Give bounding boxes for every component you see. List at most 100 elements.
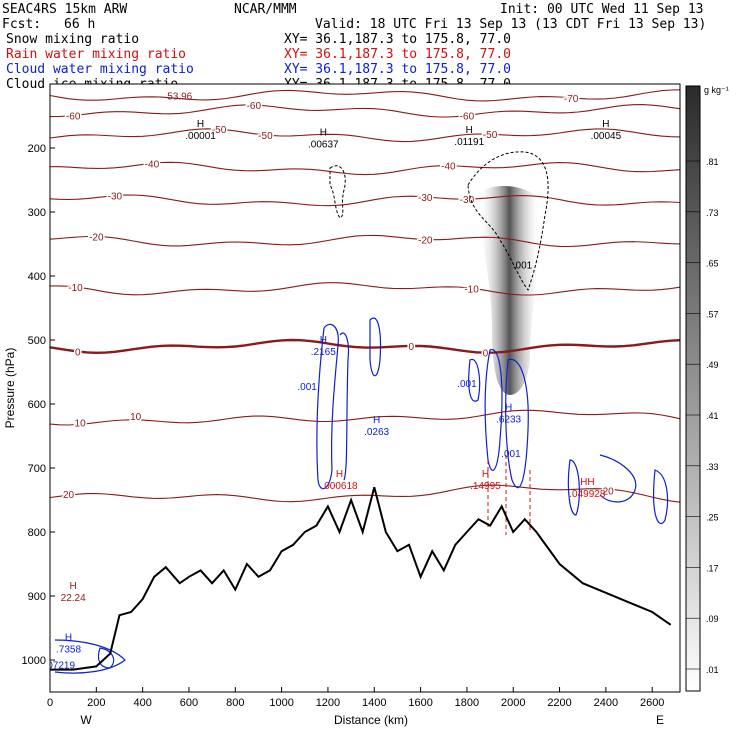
temperature-contour-label: -10 [68, 283, 83, 294]
y-tick-label: 200 [28, 143, 46, 155]
temperature-contour-label: 20 [63, 490, 75, 501]
org-label: NCAR/MMM [234, 2, 297, 17]
field-legend: Snow mixing ratio XY= 36.1,187.3 to 175.8… [6, 32, 511, 92]
rain-water-contours [487, 455, 531, 535]
temperature-contour-label: -30 [460, 195, 475, 206]
temperature-contour-line [50, 161, 680, 176]
colorbar-level: .57 [706, 309, 719, 319]
field-max-marker: H [373, 415, 380, 426]
temperature-contour-label: -40 [441, 162, 456, 173]
field-max-marker: H [482, 469, 489, 480]
y-tick-label: 400 [28, 271, 46, 283]
x-axis-label: Distance (km) [334, 713, 408, 727]
temperature-contours: -70 -60 -60 -60 -50 -50 -50 -40 -40 -30 -30 -30 -20 -… [50, 89, 680, 503]
field-max-marker: H [65, 632, 72, 643]
colorbar-level: .73 [706, 208, 719, 218]
legend-field-xy: XY= 36.1,187.3 to 175.8, 77.0 [284, 47, 511, 62]
x-tick-label: 2600 [640, 697, 664, 709]
colorbar-level: .41 [706, 411, 719, 421]
field-value-label: .00001 [185, 131, 216, 142]
field-value-label: .001 [501, 449, 521, 460]
field-max-marker: H [602, 119, 609, 130]
field-value-label: .14995 [470, 481, 501, 492]
field-value-label: .00637 [308, 139, 339, 150]
x-axis-ticks: 0 200 400 600 800 1000 1200 1400 1600 1800 2000 220… [47, 687, 664, 709]
colorbar-level: .25 [706, 513, 719, 523]
temperature-contour-label: 20 [603, 486, 615, 497]
x-tick-label: 1400 [362, 697, 386, 709]
field-value-label: .049928 [569, 489, 606, 500]
colorbar-level: .17 [706, 563, 719, 573]
temperature-contour-line [50, 338, 680, 355]
y-tick-label: 1000 [22, 655, 46, 667]
field-max-marker: H [320, 335, 327, 346]
legend-field-name: Snow mixing ratio [6, 32, 139, 47]
x-tick-label: 2000 [501, 697, 525, 709]
temperature-contour-label: -50 [212, 125, 227, 136]
x-tick-label: 400 [133, 697, 151, 709]
plot-area [50, 84, 680, 692]
x-tick-label: 2200 [547, 697, 571, 709]
field-labels: H.00001 H.00637H.01191H.00045.001H.2165.0… [39, 91, 622, 671]
x-tick-label: 1000 [269, 697, 293, 709]
temperature-contour-label: -20 [89, 232, 104, 243]
valid-time: Valid: 18 UTC Fri 13 Sep 13 (13 CDT Fri … [315, 17, 706, 32]
forecast-label: Fcst: [2, 17, 41, 32]
west-label: W [80, 713, 92, 727]
colorbar-labels: .01 .09 .17 .25 .33 .41 .49 .57 .65 .73 .81 [686, 157, 719, 675]
colorbar-level: .09 [706, 614, 719, 624]
y-axis-label: Pressure (hPa) [3, 348, 17, 429]
temperature-contour-line [50, 234, 680, 248]
colorbar-level: .49 [706, 360, 719, 370]
legend-field-xy: XY= 36.1,187.3 to 175.8, 77.0 [284, 32, 511, 47]
x-tick-label: 0 [47, 697, 53, 709]
east-label: E [656, 713, 664, 727]
temperature-contour-label: -40 [145, 159, 160, 170]
cloud-water-contours [54, 317, 669, 674]
temperature-contour-line [50, 104, 680, 118]
field-max-marker: H [505, 403, 512, 414]
x-tick-label: 1800 [455, 697, 479, 709]
forecast-hours: 66 h [64, 17, 95, 32]
field-max-marker: HH [580, 477, 594, 488]
colorbar [685, 85, 701, 692]
temperature-contour-label: 0 [409, 342, 415, 353]
temperature-contour-label: -60 [460, 111, 475, 122]
x-tick-label: 2400 [594, 697, 618, 709]
init-time: Init: 00 UTC Wed 11 Sep 13 [500, 2, 704, 17]
field-value-label: 53.96 [167, 91, 192, 102]
y-tick-label: 700 [28, 463, 46, 475]
temperature-contour-label: -30 [418, 193, 433, 204]
x-tick-label: 600 [180, 697, 198, 709]
temperature-contour-label: -50 [483, 130, 498, 141]
temperature-contour-label: -50 [258, 131, 273, 142]
field-value-label: .001 [297, 382, 317, 393]
field-value-label: .00045 [591, 131, 622, 142]
x-tick-label: 1600 [408, 697, 432, 709]
terrain-line [50, 486, 672, 671]
colorbar-unit: g kg⁻¹ [704, 85, 729, 95]
colorbar-level: .65 [706, 259, 719, 269]
temperature-contour-label: -30 [108, 192, 123, 203]
field-value-label: .000618 [321, 481, 358, 492]
field-value-label: .007219 [39, 660, 76, 671]
field-value-label: .6233 [496, 415, 521, 426]
temperature-contour-line [50, 484, 680, 503]
y-tick-label: 500 [28, 335, 46, 347]
temperature-contour-line [50, 409, 680, 426]
field-value-label: .7358 [56, 644, 81, 655]
field-value-label: .001 [513, 260, 533, 271]
legend-field-name: Cloud water mixing ratio [6, 62, 194, 77]
field-max-marker: H [197, 119, 204, 130]
model-title: SEAC4RS 15km ARW [2, 2, 127, 17]
field-value-label: .001 [457, 379, 477, 390]
field-max-marker: H [70, 581, 77, 592]
temperature-contour-label: -70 [564, 94, 579, 105]
temperature-contour-label: -20 [418, 236, 433, 247]
temperature-contour-line [50, 89, 680, 102]
temperature-contour-line [50, 128, 680, 143]
field-value-label: .0263 [364, 427, 389, 438]
legend-field-xy: XY= 36.1,187.3 to 175.8, 77.0 [284, 62, 511, 77]
legend-field-name: Rain water mixing ratio [6, 47, 186, 62]
